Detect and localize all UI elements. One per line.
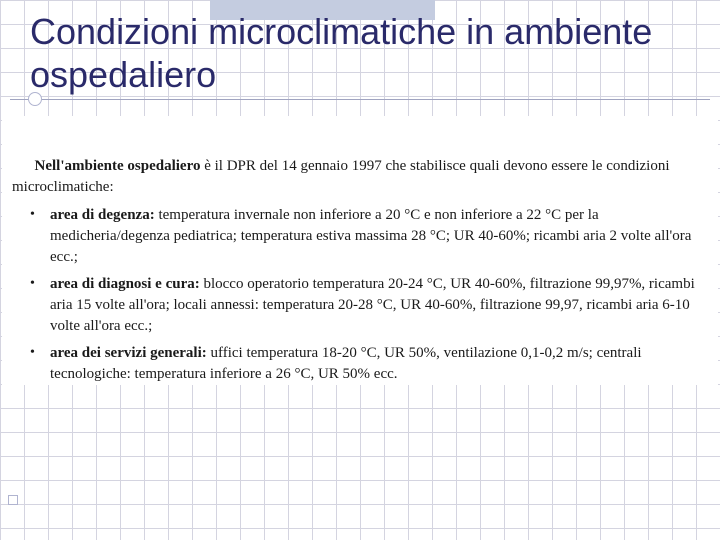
decor-line bbox=[10, 99, 710, 100]
list-item: area di degenza: temperatura invernale n… bbox=[12, 205, 708, 268]
list-item: area di diagnosi e cura: blocco operator… bbox=[12, 274, 708, 337]
slide-title: Condizioni microclimatiche in ambiente o… bbox=[30, 10, 690, 96]
list-item: area dei servizi generali: uffici temper… bbox=[12, 343, 708, 385]
bullet-lead: area di diagnosi e cura: bbox=[50, 276, 200, 292]
decor-circle-icon bbox=[28, 92, 42, 106]
bullet-lead: area di degenza: bbox=[50, 207, 155, 223]
title-block: Condizioni microclimatiche in ambiente o… bbox=[0, 0, 720, 116]
intro-paragraph: Nell'ambiente ospedaliero è il DPR del 1… bbox=[12, 156, 708, 197]
bullet-lead: area dei servizi generali: bbox=[50, 345, 207, 361]
title-underline-decor bbox=[0, 92, 720, 106]
corner-square-icon bbox=[8, 495, 18, 505]
bullet-list: area di degenza: temperatura invernale n… bbox=[12, 205, 708, 385]
intro-lead: Nell'ambiente ospedaliero bbox=[35, 158, 201, 174]
content-area: Nell'ambiente ospedaliero è il DPR del 1… bbox=[2, 116, 718, 385]
